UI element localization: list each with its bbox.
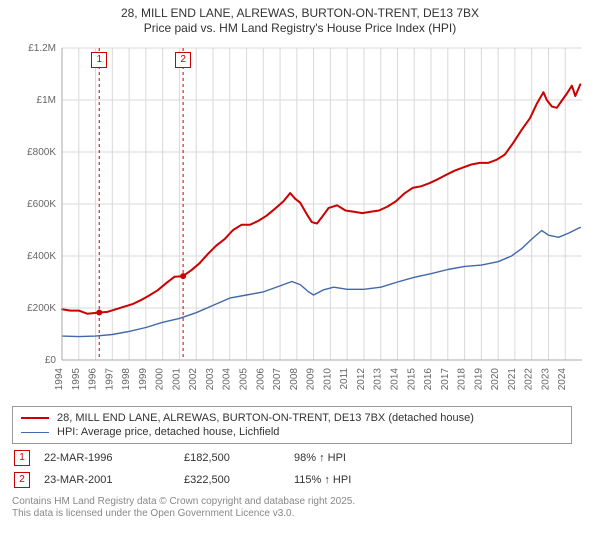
svg-text:2023: 2023 xyxy=(540,368,551,391)
svg-text:£200K: £200K xyxy=(27,303,56,314)
svg-text:2016: 2016 xyxy=(423,368,434,391)
footer-line-1: Contains HM Land Registry data © Crown c… xyxy=(12,496,588,508)
svg-text:£400K: £400K xyxy=(27,251,56,262)
legend-row-blue: HPI: Average price, detached house, Lich… xyxy=(21,425,563,439)
sale-pct-1: 98% ↑ HPI xyxy=(294,452,434,464)
footer-line-2: This data is licensed under the Open Gov… xyxy=(12,508,588,520)
svg-text:2001: 2001 xyxy=(171,368,182,391)
title-line-2: Price paid vs. HM Land Registry's House … xyxy=(12,21,588,36)
svg-text:2022: 2022 xyxy=(524,368,535,391)
svg-text:1998: 1998 xyxy=(121,368,132,391)
sale-row-2: 2 23-MAR-2001£322,500115% ↑ HPI xyxy=(14,472,588,488)
svg-text:2014: 2014 xyxy=(389,368,400,391)
legend-box: 28, MILL END LANE, ALREWAS, BURTON-ON-TR… xyxy=(12,406,572,444)
svg-text:1996: 1996 xyxy=(88,368,99,391)
svg-text:2005: 2005 xyxy=(239,368,250,391)
sale-price-2: £322,500 xyxy=(184,474,294,486)
svg-text:2007: 2007 xyxy=(272,368,283,391)
legend-swatch-red xyxy=(21,417,49,419)
svg-text:2008: 2008 xyxy=(289,368,300,391)
sale-pct-2: 115% ↑ HPI xyxy=(294,474,434,486)
svg-text:2024: 2024 xyxy=(557,368,568,391)
svg-text:2010: 2010 xyxy=(322,368,333,391)
footer-note: Contains HM Land Registry data © Crown c… xyxy=(12,496,588,520)
svg-text:£1M: £1M xyxy=(37,95,56,106)
sale-date-1: 22-MAR-1996 xyxy=(44,452,184,464)
legend-swatch-blue xyxy=(21,432,49,433)
svg-text:2012: 2012 xyxy=(356,368,367,391)
svg-text:£600K: £600K xyxy=(27,199,56,210)
svg-text:2015: 2015 xyxy=(406,368,417,391)
svg-text:£800K: £800K xyxy=(27,147,56,158)
svg-text:2006: 2006 xyxy=(255,368,266,391)
svg-text:2002: 2002 xyxy=(188,368,199,391)
svg-text:1999: 1999 xyxy=(138,368,149,391)
svg-text:2009: 2009 xyxy=(306,368,317,391)
svg-text:2003: 2003 xyxy=(205,368,216,391)
svg-text:2020: 2020 xyxy=(490,368,501,391)
chart-page: 28, MILL END LANE, ALREWAS, BURTON-ON-TR… xyxy=(0,0,600,560)
title-block: 28, MILL END LANE, ALREWAS, BURTON-ON-TR… xyxy=(12,6,588,36)
chart-area: £0 £200K £400K £600K £800K £1M £1.2M 1994 1995 19… xyxy=(12,40,588,400)
svg-text:2019: 2019 xyxy=(473,368,484,391)
svg-text:2013: 2013 xyxy=(373,368,384,391)
legend-label-blue: HPI: Average price, detached house, Lich… xyxy=(57,426,279,438)
sale-marker-2: 2 xyxy=(175,52,191,68)
sale-badge-2: 2 xyxy=(14,472,30,488)
sale-row-1: 1 22-MAR-1996£182,50098% ↑ HPI xyxy=(14,450,588,466)
svg-text:2018: 2018 xyxy=(457,368,468,391)
sale-badge-1: 1 xyxy=(14,450,30,466)
chart-svg: £0 £200K £400K £600K £800K £1M £1.2M 1994 1995 19… xyxy=(12,40,588,400)
svg-text:2017: 2017 xyxy=(440,368,451,391)
sale-date-2: 23-MAR-2001 xyxy=(44,474,184,486)
svg-text:1995: 1995 xyxy=(71,368,82,391)
svg-text:2021: 2021 xyxy=(507,368,518,391)
sales-block: 1 22-MAR-1996£182,50098% ↑ HPI 2 23-MAR-200… xyxy=(12,450,588,488)
svg-text:2004: 2004 xyxy=(222,368,233,391)
sale-price-1: £182,500 xyxy=(184,452,294,464)
svg-text:1994: 1994 xyxy=(54,368,65,391)
svg-text:£0: £0 xyxy=(45,355,57,366)
sale-marker-1: 1 xyxy=(91,52,107,68)
svg-text:1997: 1997 xyxy=(104,368,115,391)
svg-text:2011: 2011 xyxy=(339,368,350,390)
title-line-1: 28, MILL END LANE, ALREWAS, BURTON-ON-TR… xyxy=(12,6,588,21)
legend-row-red: 28, MILL END LANE, ALREWAS, BURTON-ON-TR… xyxy=(21,411,563,425)
legend-label-red: 28, MILL END LANE, ALREWAS, BURTON-ON-TR… xyxy=(57,412,474,424)
svg-text:£1.2M: £1.2M xyxy=(28,43,56,54)
svg-text:2000: 2000 xyxy=(155,368,166,391)
